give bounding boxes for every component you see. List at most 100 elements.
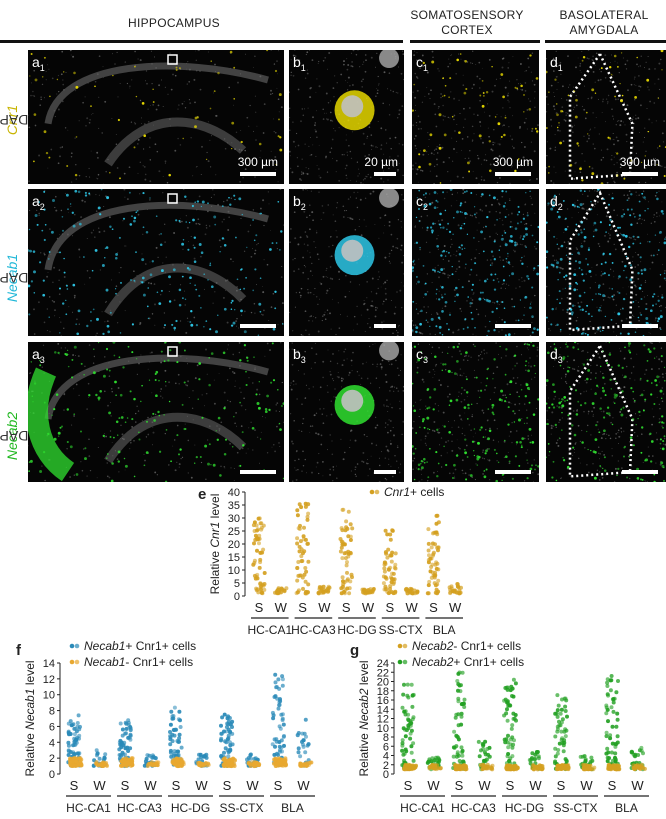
data-point [609,750,614,755]
data-point [99,761,104,766]
condition-label: W [246,778,259,793]
data-point [405,767,410,772]
data-point [254,574,259,579]
data-point [173,727,178,732]
data-point [630,761,635,766]
data-point [582,766,586,771]
data-point [96,763,101,768]
data-point [326,589,330,594]
data-point [457,764,462,769]
data-point [219,763,224,768]
data-point [69,763,74,768]
data-point [639,764,644,769]
data-point [347,591,352,596]
data-point [126,735,131,740]
y-tick-label: 30 [228,513,240,525]
data-point [486,752,491,757]
data-point [555,764,560,769]
data-point [639,762,644,767]
data-point [230,731,235,736]
data-point [174,757,179,762]
data-point [514,765,519,770]
data-point [272,752,277,757]
data-point [130,756,135,761]
data-point [385,589,390,594]
data-point [614,690,619,695]
data-point [557,765,562,770]
data-point [508,767,513,772]
data-point [433,764,438,769]
data-point [587,766,592,771]
data-point [340,540,345,545]
data-point [126,757,130,762]
data-point [479,763,483,768]
data-point [402,766,407,770]
data-point [248,763,253,768]
data-point [405,591,410,596]
data-point [616,767,621,772]
data-point [301,742,305,747]
y-tick-label: 2 [49,753,55,765]
data-point [295,578,300,583]
data-point [175,753,180,758]
data-point [219,754,224,759]
data-point [255,587,260,592]
y-tick-label: 15 [228,552,240,564]
data-point [429,759,434,764]
data-point [404,764,408,769]
data-point [432,581,437,586]
data-point [608,688,613,693]
data-point [230,763,235,768]
data-point [637,761,642,765]
data-point [119,760,124,765]
panel-label: d2 [550,193,563,212]
data-point [73,737,78,742]
data-point [482,750,487,755]
data-point [276,591,281,596]
data-point [68,757,73,762]
data-point [303,717,308,722]
data-point [557,741,562,746]
data-point [220,756,225,760]
data-point [389,553,394,558]
data-point [281,759,286,763]
data-point [276,591,281,595]
data-point [232,764,237,768]
header-ss-line2: CORTEX [441,23,493,37]
data-point [279,745,284,750]
data-point [226,758,231,763]
data-point [457,670,462,675]
data-point [362,588,367,593]
data-point [382,587,387,592]
data-point [280,674,285,679]
data-point [258,581,263,586]
condition-label: S [298,600,307,615]
data-point [404,728,409,733]
data-point [556,703,561,708]
data-point [319,586,324,591]
data-point [451,766,456,770]
data-point [145,753,150,758]
data-point [582,754,587,759]
data-point [586,767,591,772]
data-point [202,763,207,768]
data-point [483,739,488,744]
data-point [316,590,321,595]
data-point [201,754,206,759]
data-point [252,760,257,765]
data-point [77,733,82,738]
data-point [427,765,432,770]
data-point [76,761,81,766]
data-point [459,745,464,750]
data-point [561,766,566,771]
y-tick-label: 12 [43,674,55,686]
scale-bar-label: 300 µm [619,155,660,169]
data-point [383,560,388,565]
data-point [403,763,408,768]
data-point [457,763,462,768]
data-point [71,759,76,764]
data-point [303,501,308,506]
data-point [409,744,414,749]
data-point [122,763,127,768]
data-point [507,703,512,708]
